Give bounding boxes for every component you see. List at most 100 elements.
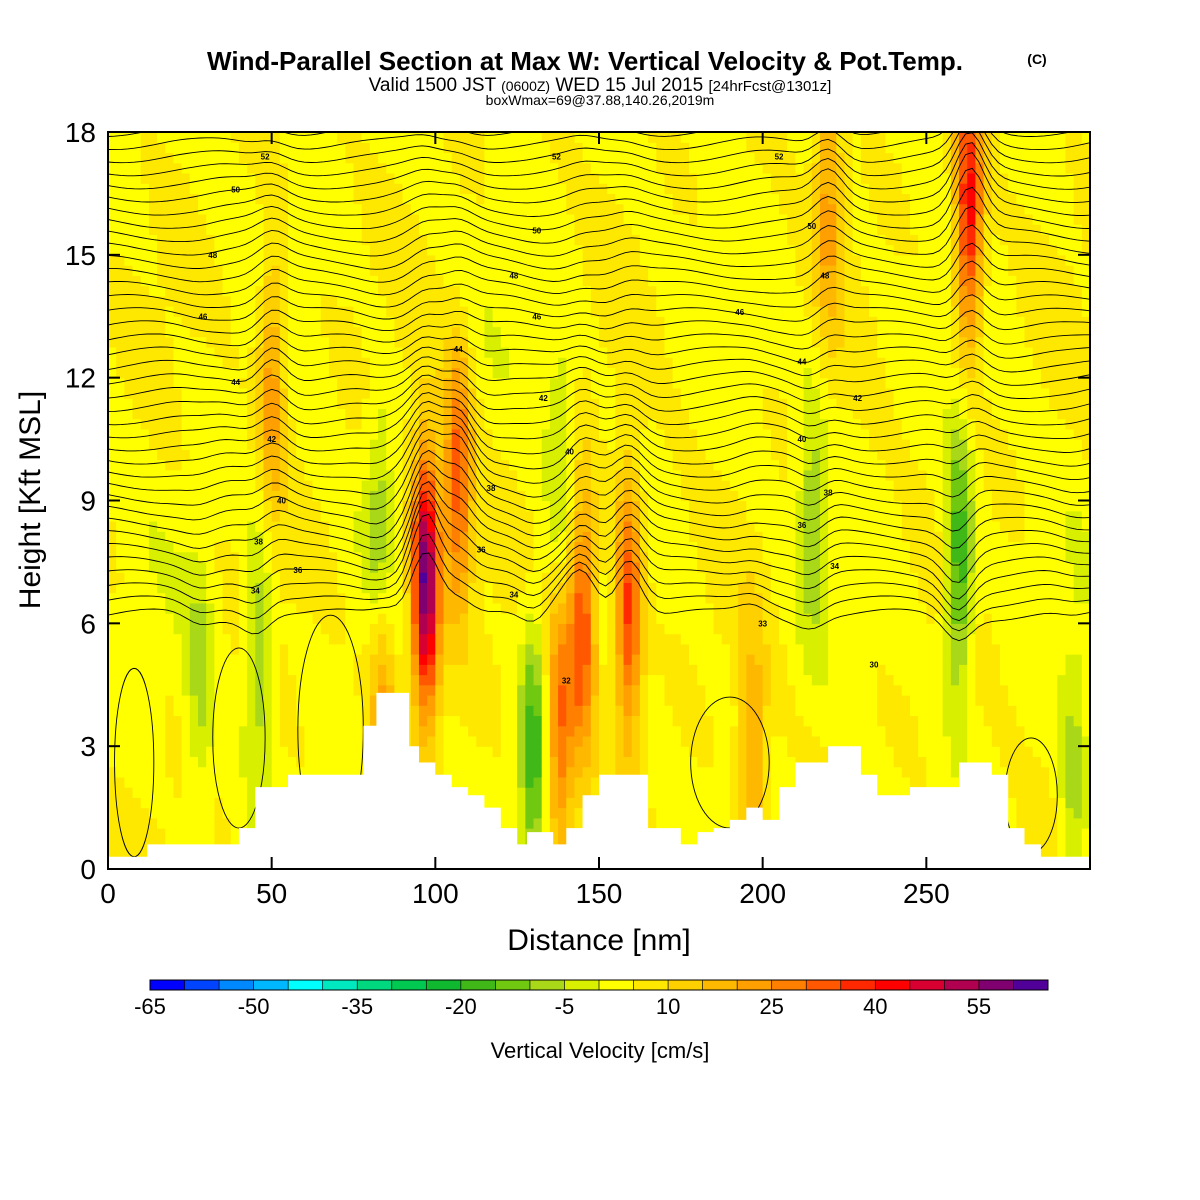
velocity-cell bbox=[378, 500, 387, 512]
velocity-cell bbox=[549, 582, 559, 594]
velocity-cell bbox=[108, 387, 117, 399]
velocity-cell bbox=[468, 725, 477, 737]
velocity-cell bbox=[337, 172, 346, 184]
velocity-cell bbox=[492, 551, 502, 563]
velocity-cell bbox=[607, 428, 616, 440]
velocity-cell bbox=[541, 439, 551, 450]
velocity-cell bbox=[615, 295, 625, 307]
velocity-cell bbox=[394, 265, 404, 276]
velocity-cell bbox=[566, 735, 576, 747]
velocity-cell bbox=[533, 664, 543, 676]
velocity-cell bbox=[189, 797, 199, 809]
velocity-cell bbox=[402, 244, 412, 256]
velocity-cell bbox=[410, 633, 420, 645]
velocity-cell bbox=[271, 449, 281, 461]
velocity-cell bbox=[402, 357, 412, 369]
velocity-cell bbox=[230, 531, 240, 543]
velocity-cell bbox=[484, 418, 494, 430]
velocity-cell bbox=[664, 664, 674, 676]
velocity-cell bbox=[189, 531, 199, 543]
velocity-cell bbox=[566, 162, 576, 174]
velocity-cell bbox=[574, 807, 584, 819]
velocity-cell bbox=[541, 172, 551, 184]
velocity-cell bbox=[459, 623, 469, 635]
velocity-cell bbox=[582, 224, 592, 235]
velocity-cell bbox=[345, 684, 355, 696]
velocity-cell bbox=[459, 531, 469, 543]
velocity-cell bbox=[558, 336, 567, 348]
velocity-cell bbox=[206, 459, 215, 471]
velocity-cell bbox=[247, 408, 256, 420]
velocity-cell bbox=[198, 715, 207, 727]
velocity-cell bbox=[116, 490, 125, 502]
velocity-cell bbox=[328, 602, 338, 614]
velocity-cell bbox=[296, 162, 305, 174]
velocity-cell bbox=[345, 674, 355, 686]
velocity-cell bbox=[263, 490, 273, 502]
velocity-cell bbox=[279, 602, 289, 614]
velocity-cell bbox=[435, 459, 445, 471]
velocity-cell bbox=[189, 735, 199, 747]
velocity-cell bbox=[296, 428, 305, 440]
velocity-cell bbox=[173, 357, 183, 369]
velocity-cell bbox=[271, 490, 281, 502]
velocity-cell bbox=[378, 623, 387, 635]
velocity-cell bbox=[312, 694, 322, 706]
velocity-cell bbox=[288, 500, 297, 512]
velocity-cell bbox=[459, 316, 469, 328]
velocity-cell bbox=[304, 203, 314, 215]
velocity-cell bbox=[116, 725, 125, 737]
velocity-cell bbox=[157, 561, 166, 573]
velocity-cell bbox=[541, 541, 551, 553]
velocity-cell bbox=[173, 746, 183, 758]
velocity-cell bbox=[181, 582, 191, 594]
velocity-cell bbox=[476, 418, 486, 430]
velocity-cell bbox=[337, 275, 346, 287]
velocity-cell bbox=[214, 541, 224, 553]
velocity-cell bbox=[500, 234, 510, 246]
velocity-cell bbox=[541, 346, 551, 358]
velocity-cell bbox=[255, 572, 265, 583]
velocity-cell bbox=[288, 674, 297, 686]
velocity-cell bbox=[476, 459, 486, 471]
velocity-cell bbox=[206, 183, 215, 195]
velocity-cell bbox=[615, 756, 625, 768]
velocity-cell bbox=[574, 643, 584, 655]
velocity-cell bbox=[656, 295, 666, 307]
velocity-cell bbox=[386, 613, 396, 624]
velocity-cell bbox=[664, 694, 674, 706]
velocity-cell bbox=[198, 244, 207, 256]
velocity-cell bbox=[386, 265, 396, 276]
velocity-cell bbox=[304, 684, 314, 696]
velocity-cell bbox=[492, 387, 502, 399]
velocity-cell bbox=[189, 295, 199, 307]
velocity-cell bbox=[263, 725, 273, 737]
velocity-cell bbox=[615, 643, 625, 655]
velocity-cell bbox=[214, 449, 224, 461]
chart-box-info: boxWmax=69@37.88,140.26,2019m bbox=[486, 92, 715, 108]
velocity-cell bbox=[296, 234, 305, 246]
velocity-cell bbox=[468, 572, 477, 583]
velocity-cell bbox=[508, 674, 518, 686]
velocity-cell bbox=[304, 234, 314, 246]
velocity-cell bbox=[451, 398, 461, 409]
velocity-cell bbox=[222, 541, 232, 553]
velocity-cell bbox=[386, 592, 396, 604]
velocity-cell bbox=[304, 582, 314, 594]
velocity-cell bbox=[402, 408, 412, 420]
velocity-cell bbox=[116, 132, 125, 143]
velocity-cell bbox=[648, 490, 657, 502]
velocity-cell bbox=[369, 592, 379, 604]
velocity-cell bbox=[157, 797, 166, 809]
velocity-cell bbox=[623, 756, 633, 768]
velocity-cell bbox=[664, 346, 674, 358]
velocity-cell bbox=[427, 561, 436, 573]
velocity-cell bbox=[296, 469, 305, 481]
velocity-cell bbox=[639, 541, 649, 553]
velocity-cell bbox=[394, 684, 404, 696]
velocity-cell bbox=[500, 766, 510, 778]
velocity-cell bbox=[206, 705, 215, 717]
velocity-cell bbox=[255, 766, 265, 778]
velocity-cell bbox=[639, 735, 649, 747]
velocity-cell bbox=[214, 654, 224, 665]
